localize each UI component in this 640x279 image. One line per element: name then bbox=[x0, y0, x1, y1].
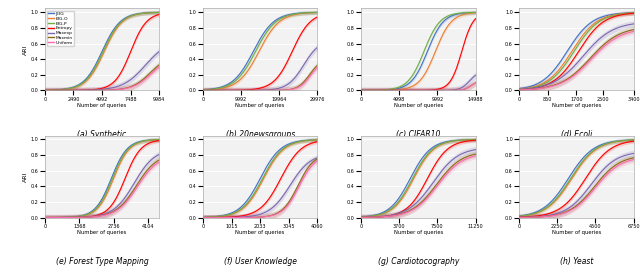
X-axis label: Number of queries: Number of queries bbox=[394, 103, 443, 108]
Legend: JEIG, EIG-O, EIG-P, Entropy, Maxexp, Maxmin, Uniform: JEIG, EIG-O, EIG-P, Entropy, Maxexp, Max… bbox=[47, 11, 74, 46]
Text: (b) 20newsgroups: (b) 20newsgroups bbox=[225, 130, 295, 139]
Y-axis label: ARI: ARI bbox=[23, 171, 28, 182]
X-axis label: Number of queries: Number of queries bbox=[77, 103, 127, 108]
X-axis label: Number of queries: Number of queries bbox=[552, 230, 601, 235]
Y-axis label: ARI: ARI bbox=[23, 44, 28, 55]
Text: (h) Yeast: (h) Yeast bbox=[559, 257, 593, 266]
Text: (d) Ecoli: (d) Ecoli bbox=[561, 130, 592, 139]
X-axis label: Number of queries: Number of queries bbox=[552, 103, 601, 108]
X-axis label: Number of queries: Number of queries bbox=[394, 230, 443, 235]
Text: (f) User Knowledge: (f) User Knowledge bbox=[223, 257, 297, 266]
Text: (a) Synthetic: (a) Synthetic bbox=[77, 130, 127, 139]
Text: (c) CIFAR10: (c) CIFAR10 bbox=[396, 130, 440, 139]
X-axis label: Number of queries: Number of queries bbox=[236, 230, 285, 235]
X-axis label: Number of queries: Number of queries bbox=[236, 103, 285, 108]
X-axis label: Number of queries: Number of queries bbox=[77, 230, 127, 235]
Text: (g) Cardiotocography: (g) Cardiotocography bbox=[378, 257, 459, 266]
Text: (e) Forest Type Mapping: (e) Forest Type Mapping bbox=[56, 257, 148, 266]
